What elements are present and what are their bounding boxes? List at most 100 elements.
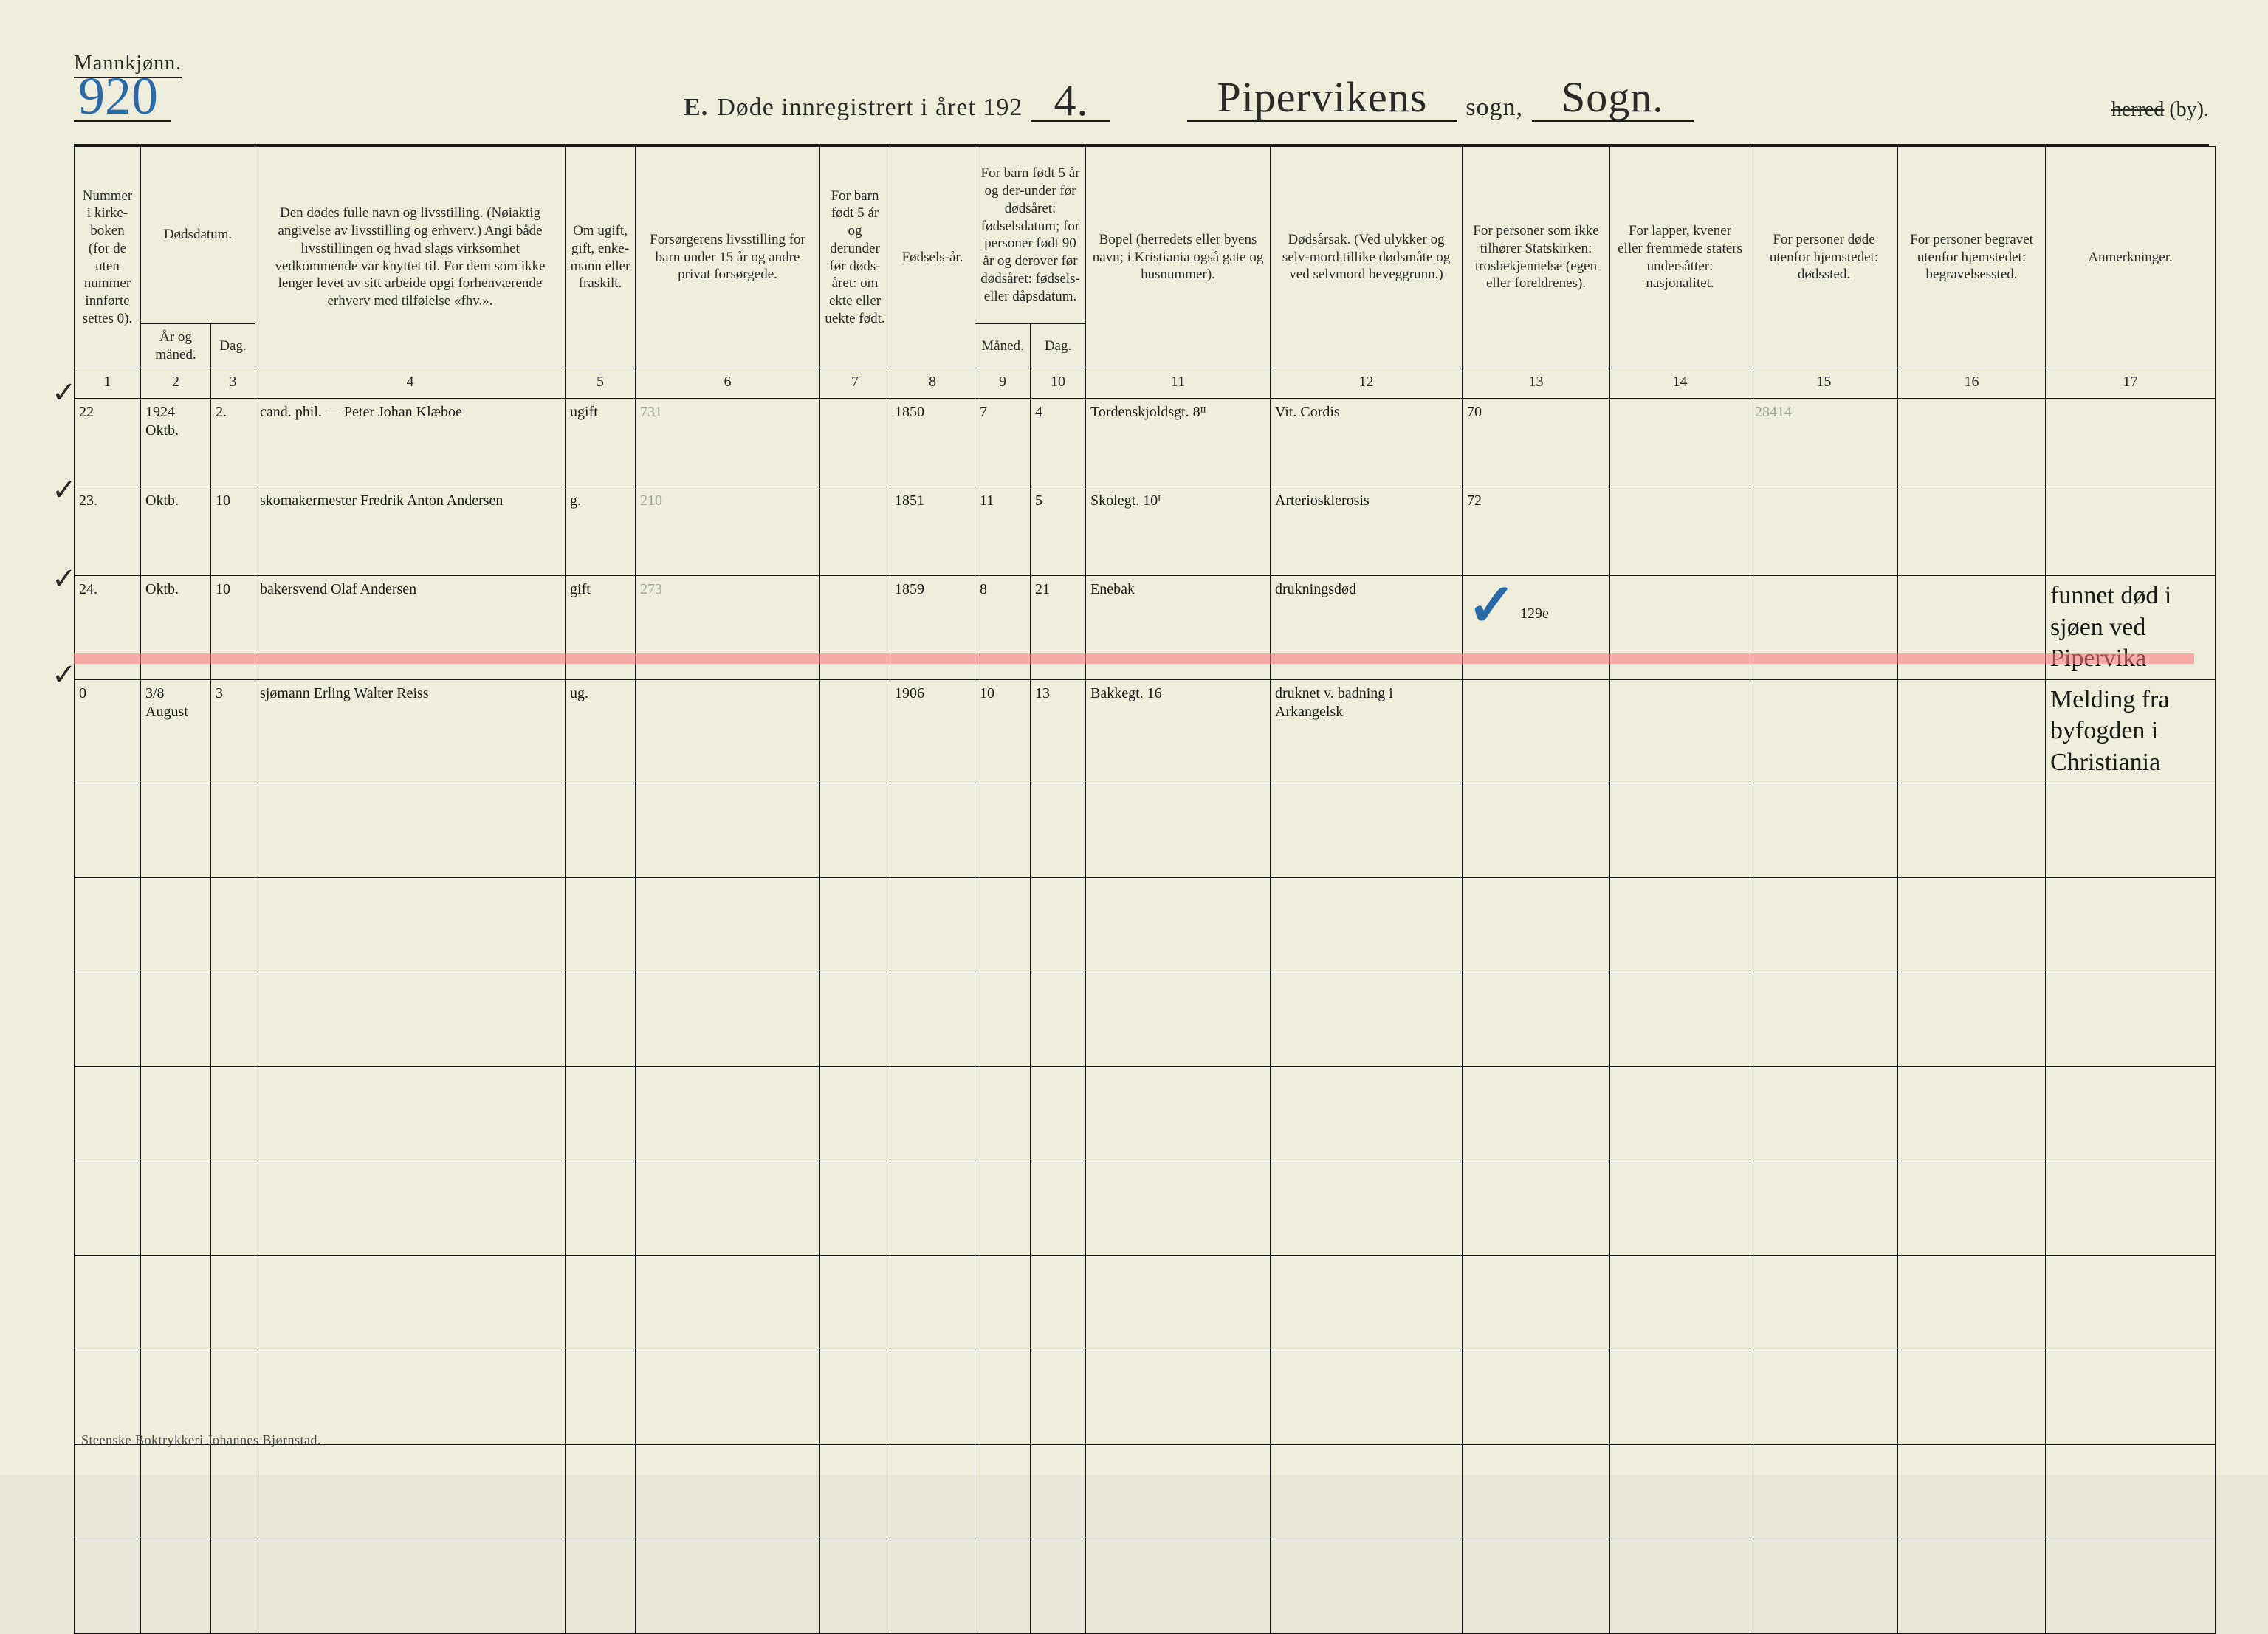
- cell: [1750, 1539, 1898, 1634]
- column-number: 17: [2046, 368, 2216, 399]
- cell: [1610, 487, 1750, 576]
- cell: [820, 399, 890, 487]
- cell: [1086, 1445, 1271, 1539]
- cell: [2046, 1350, 2216, 1445]
- cell: Oktb.: [141, 576, 211, 680]
- cell: [1463, 1539, 1610, 1634]
- cell: [566, 1539, 636, 1634]
- cell: [2046, 783, 2216, 878]
- col-header: Dødsårsak. (Ved ulykker og selv-mord til…: [1271, 146, 1463, 368]
- district-name: Sogn.: [1532, 76, 1694, 122]
- cell: [211, 878, 255, 972]
- cell: [890, 1445, 975, 1539]
- cell: [2046, 1539, 2216, 1634]
- column-number: 6: [636, 368, 820, 399]
- col-header: For barn født 5 år og derunder før døds-…: [820, 146, 890, 368]
- header-right: herred (by).: [2111, 98, 2209, 122]
- cell: [890, 1350, 975, 1445]
- cell: [211, 1350, 255, 1445]
- cell: [975, 1067, 1031, 1161]
- column-number-row: 1234567891011121314151617: [75, 368, 2216, 399]
- cell: [141, 1445, 211, 1539]
- cell: [1463, 1445, 1610, 1539]
- cell: cand. phil. — Peter Johan Klæboe: [255, 399, 566, 487]
- cell: [1463, 1161, 1610, 1256]
- cell: [1610, 1161, 1750, 1256]
- cell: druknet v. badning i Arkangelsk: [1271, 679, 1463, 783]
- cell: [1463, 679, 1610, 783]
- cell: [255, 1539, 566, 1634]
- cell: [1750, 679, 1898, 783]
- cell: [75, 878, 141, 972]
- cell: 13: [1031, 679, 1086, 783]
- cell: [1271, 783, 1463, 878]
- col-header: For personer som ikke tilhører Statskirk…: [1463, 146, 1610, 368]
- cell: [1086, 783, 1271, 878]
- cell: [1031, 1067, 1086, 1161]
- folio-number: 920: [74, 72, 171, 122]
- cell: [75, 1445, 141, 1539]
- cell: [2046, 399, 2216, 487]
- cell: [1463, 972, 1610, 1067]
- cell: [1463, 1350, 1610, 1445]
- cell: [1898, 878, 2046, 972]
- cell: [636, 1445, 820, 1539]
- cell: 1859: [890, 576, 975, 680]
- cell: [566, 1067, 636, 1161]
- cell: Arteriosklerosis: [1271, 487, 1463, 576]
- cell: [636, 783, 820, 878]
- cell: [141, 1161, 211, 1256]
- cell: 11: [975, 487, 1031, 576]
- cell: Melding fra byfogden i Christiania: [2046, 679, 2216, 783]
- cell: 10: [975, 679, 1031, 783]
- cell: [1610, 576, 1750, 680]
- column-number: 11: [1086, 368, 1271, 399]
- cell: drukningsdød: [1271, 576, 1463, 680]
- cell: [1271, 878, 1463, 972]
- cell: [890, 1539, 975, 1634]
- cell: [211, 1539, 255, 1634]
- cell: [1463, 1256, 1610, 1350]
- cell: ugift: [566, 399, 636, 487]
- cell: [1031, 1350, 1086, 1445]
- cell: [566, 1161, 636, 1256]
- cell: [820, 1445, 890, 1539]
- cell: [211, 1161, 255, 1256]
- cell: [255, 1067, 566, 1161]
- cell: [636, 1067, 820, 1161]
- cell: 5: [1031, 487, 1086, 576]
- cell: [820, 487, 890, 576]
- col-header: Den dødes fulle navn og livsstilling. (N…: [255, 146, 566, 368]
- cell: [1610, 1256, 1750, 1350]
- cell: [1898, 1350, 2046, 1445]
- table-row: 03/8 August3sjømann Erling Walter Reissu…: [75, 679, 2216, 783]
- cell: [1271, 1445, 1463, 1539]
- cell: [975, 972, 1031, 1067]
- cell: [211, 1256, 255, 1350]
- col-header: For personer døde utenfor hjemstedet: dø…: [1750, 146, 1898, 368]
- printer-footer: Steenske Boktrykkeri Johannes Bjørnstad.: [81, 1432, 321, 1448]
- cell: [2046, 1161, 2216, 1256]
- cell: [1086, 1256, 1271, 1350]
- cell: [1750, 1256, 1898, 1350]
- parish-name: Pipervikens: [1187, 76, 1457, 122]
- cell: [1610, 679, 1750, 783]
- cell: [255, 783, 566, 878]
- cell: [975, 1161, 1031, 1256]
- cell: [141, 878, 211, 972]
- cell: 731: [636, 399, 820, 487]
- cell: [75, 783, 141, 878]
- cell: [75, 1350, 141, 1445]
- cell: [1750, 487, 1898, 576]
- cell: [890, 972, 975, 1067]
- cell: [820, 1350, 890, 1445]
- cell: skomakermester Fredrik Anton Andersen: [255, 487, 566, 576]
- cell: [820, 1256, 890, 1350]
- cell: [1271, 1067, 1463, 1161]
- cell: funnet død i sjøen ved Pipervika: [2046, 576, 2216, 680]
- cell: [566, 972, 636, 1067]
- cell: [636, 1161, 820, 1256]
- cell: [1271, 972, 1463, 1067]
- cell: [1750, 972, 1898, 1067]
- cell: [1031, 972, 1086, 1067]
